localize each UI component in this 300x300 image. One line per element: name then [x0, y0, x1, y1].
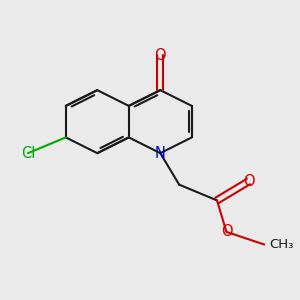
Text: CH₃: CH₃ — [269, 238, 293, 251]
Text: O: O — [243, 174, 254, 189]
Text: Cl: Cl — [21, 146, 35, 161]
Text: O: O — [220, 224, 232, 239]
Text: N: N — [155, 146, 166, 161]
Text: O: O — [154, 48, 166, 63]
